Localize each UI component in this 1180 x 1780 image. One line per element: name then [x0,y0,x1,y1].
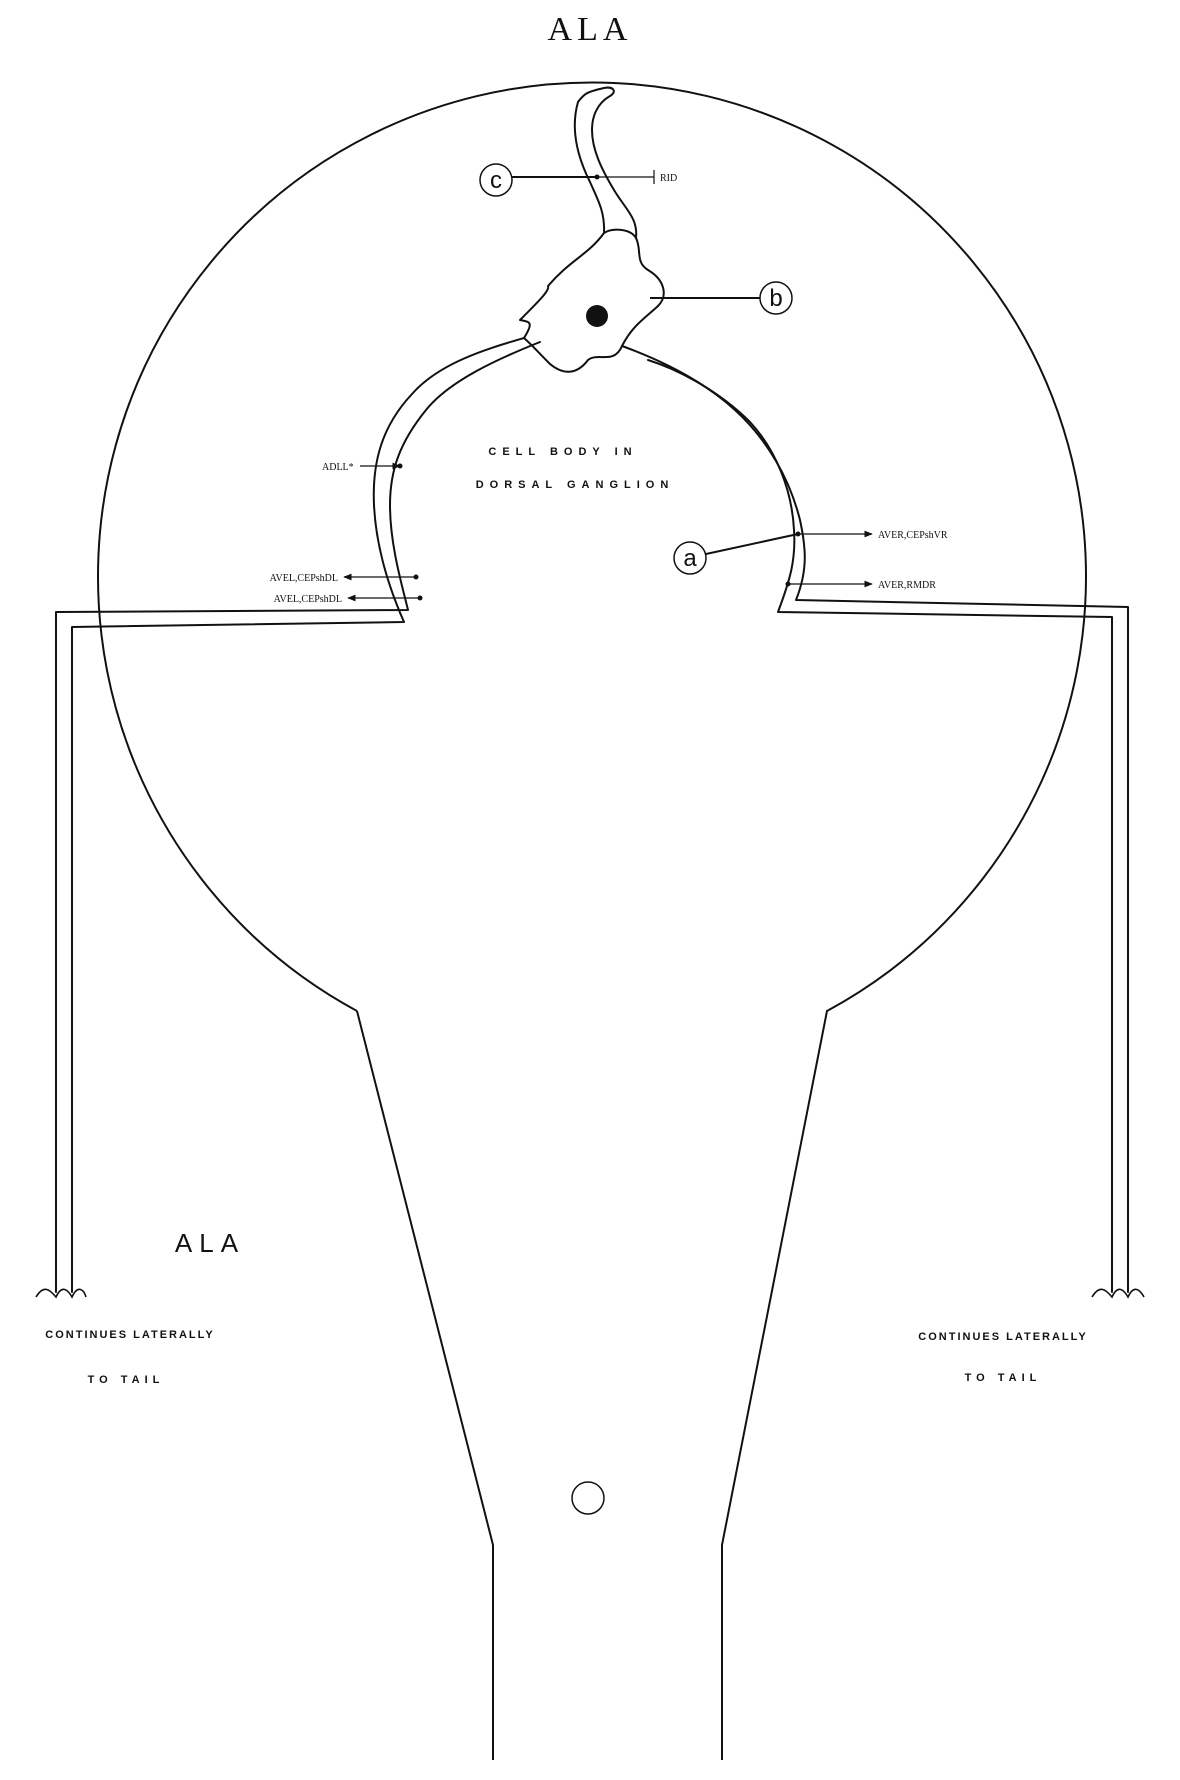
worm-head-outline [97,81,1087,1760]
right-process-end-squiggle [1091,1288,1145,1299]
left-process-inner [71,337,525,1293]
cell-body-caption-line2: DORSAL GANGLION [476,479,675,491]
nucleus [586,305,608,327]
figure-title: ALA [548,11,633,48]
aver-synapse-2-dot [785,581,791,587]
adll-synapse-dot [397,463,403,469]
aver-synapse-1-label: AVER,CEPshVR [878,530,948,541]
callout-a-circle [673,541,707,575]
right-process-outer [621,345,1129,1293]
callout-b-label: b [769,285,782,312]
callout-b-circle [759,281,793,315]
aver-synapse-2-label: AVER,RMDR [878,580,936,591]
avel-synapse-1-label: AVEL,CEPshDL [270,573,338,584]
callout-a-label: a [683,545,697,572]
continues-right-line2: TO TAIL [965,1372,1042,1384]
continues-right-line1: CONTINUES LATERALLY [918,1331,1087,1343]
adll-synapse-label: ADLL* [322,462,354,473]
left-process-end-squiggle [35,1288,87,1299]
avel-synapse-1-dot [413,574,419,580]
left-process-outer [55,341,541,1293]
callout-c-label: c [490,167,502,194]
avel-synapse-2-dot [417,595,423,601]
pharynx-bulb [571,1481,605,1515]
ala-body-label: ALA [175,1228,245,1258]
callout-c-circle [479,163,513,197]
continues-left-line1: CONTINUES LATERALLY [45,1329,214,1341]
rid-synapse-label: RID [660,173,677,184]
worm-neck-left-outline [356,1010,494,1760]
avel-synapse-2-label: AVEL,CEPshDL [274,594,342,605]
callout-a-leader [705,533,799,555]
cell-body-caption-line1: CELL BODY IN [488,446,637,458]
right-process-inner [647,359,1113,1293]
continues-left-line2: TO TAIL [88,1374,165,1386]
dorsal-process [573,86,638,239]
cell-body [519,228,665,373]
aver-synapse-1-dot [795,531,801,537]
